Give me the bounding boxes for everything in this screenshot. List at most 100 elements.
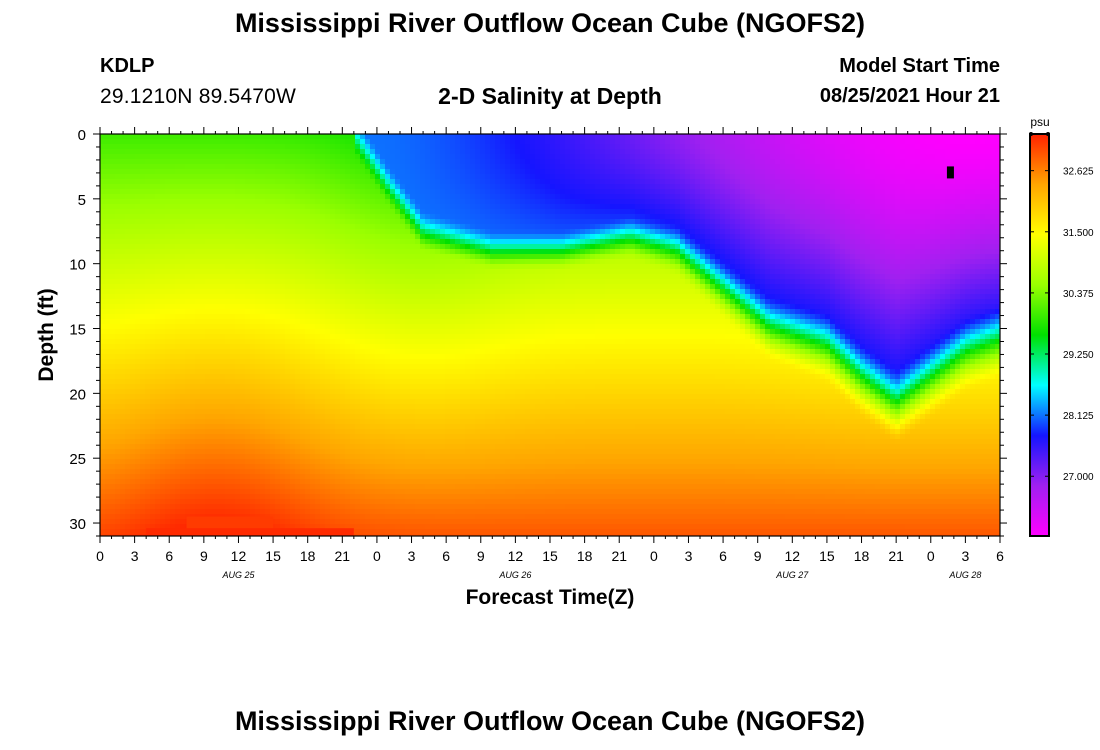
heatmap-cell	[260, 139, 266, 145]
heatmap-cell	[275, 294, 281, 300]
heatmap-cell	[270, 404, 276, 410]
heatmap-cell	[390, 324, 396, 330]
heatmap-cell	[275, 304, 281, 310]
heatmap-cell	[375, 514, 381, 520]
heatmap-cell	[305, 169, 311, 175]
heatmap-cell	[235, 424, 241, 430]
heatmap-cell	[315, 284, 321, 290]
heatmap-cell	[235, 264, 241, 270]
heatmap-cell	[110, 329, 116, 335]
heatmap-cell	[165, 509, 171, 515]
heatmap-cell	[390, 524, 396, 530]
heatmap-cell	[265, 284, 271, 290]
heatmap-cell	[180, 289, 186, 295]
heatmap-cell	[260, 204, 266, 210]
heatmap-cell	[195, 214, 201, 220]
heatmap-cell	[170, 409, 176, 415]
heatmap-cell	[395, 504, 401, 510]
heatmap-cell	[290, 344, 296, 350]
heatmap-cell	[105, 259, 111, 265]
heatmap-cell	[100, 494, 106, 500]
heatmap-cell	[330, 369, 336, 375]
heatmap-cell	[195, 169, 201, 175]
heatmap-cell	[330, 519, 336, 525]
heatmap-cell	[265, 379, 271, 385]
heatmap-cell	[330, 399, 336, 405]
heatmap-cell	[110, 269, 116, 275]
heatmap-cell	[150, 339, 156, 345]
heatmap-cell	[130, 369, 136, 375]
heatmap-cell	[110, 254, 116, 260]
heatmap-cell	[120, 344, 126, 350]
heatmap-cell	[355, 264, 361, 270]
heatmap-cell	[290, 394, 296, 400]
heatmap-cell	[285, 484, 291, 490]
heatmap-cell	[245, 354, 251, 360]
heatmap-cell	[320, 194, 326, 200]
heatmap-cell	[160, 284, 166, 290]
heatmap-cell	[140, 349, 146, 355]
heatmap-cell	[380, 444, 386, 450]
heatmap-cell	[225, 334, 231, 340]
heatmap-cell	[380, 254, 386, 260]
heatmap-cell	[185, 349, 191, 355]
heatmap-cell	[300, 389, 306, 395]
heatmap-cell	[225, 319, 231, 325]
heatmap-cell	[225, 149, 231, 155]
heatmap-cell	[295, 419, 301, 425]
heatmap-cell	[110, 529, 116, 535]
heatmap-cell	[260, 324, 266, 330]
heatmap-cell	[145, 239, 151, 245]
heatmap-cell	[300, 344, 306, 350]
heatmap-cell	[185, 299, 191, 305]
heatmap-cell	[285, 164, 291, 170]
heatmap-cell	[240, 279, 246, 285]
heatmap-cell	[195, 179, 201, 185]
heatmap-cell	[225, 384, 231, 390]
heatmap-cell	[150, 399, 156, 405]
heatmap-cell	[215, 174, 221, 180]
heatmap-cell	[250, 464, 256, 470]
heatmap-cell	[210, 409, 216, 415]
heatmap-cell	[335, 184, 341, 190]
heatmap-cell	[345, 374, 351, 380]
heatmap-cell	[270, 294, 276, 300]
heatmap-cell	[360, 189, 366, 195]
heatmap-cell	[260, 429, 266, 435]
heatmap-cell	[270, 419, 276, 425]
heatmap-cell	[110, 439, 116, 445]
heatmap-cell	[120, 284, 126, 290]
heatmap-cell	[165, 414, 171, 420]
heatmap-cell	[310, 184, 316, 190]
heatmap-cell	[240, 509, 246, 515]
heatmap-cell	[200, 364, 206, 370]
heatmap-cell	[270, 424, 276, 430]
heatmap-cell	[230, 509, 236, 515]
heatmap-cell	[230, 504, 236, 510]
heatmap-cell	[125, 399, 131, 405]
heatmap-cell	[120, 279, 126, 285]
heatmap-cell	[125, 524, 131, 530]
heatmap-cell	[100, 374, 106, 380]
heatmap-cell	[340, 419, 346, 425]
heatmap-cell	[335, 289, 341, 295]
heatmap-cell	[145, 389, 151, 395]
heatmap-cell	[100, 489, 106, 495]
heatmap-cell	[140, 529, 146, 535]
heatmap-cell	[215, 289, 221, 295]
heatmap-cell	[285, 459, 291, 465]
heatmap-cell	[245, 174, 251, 180]
heatmap-cell	[185, 369, 191, 375]
heatmap-cell	[405, 309, 411, 315]
heatmap-cell	[200, 359, 206, 365]
heatmap-cell	[100, 174, 106, 180]
heatmap-cell	[365, 409, 371, 415]
heatmap-cell	[300, 219, 306, 225]
heatmap-cell	[165, 419, 171, 425]
heatmap-cell	[145, 139, 151, 145]
heatmap-cell	[390, 354, 396, 360]
heatmap-cell	[245, 259, 251, 265]
heatmap-cell	[210, 284, 216, 290]
heatmap-cell	[215, 369, 221, 375]
heatmap-cell	[175, 134, 181, 140]
